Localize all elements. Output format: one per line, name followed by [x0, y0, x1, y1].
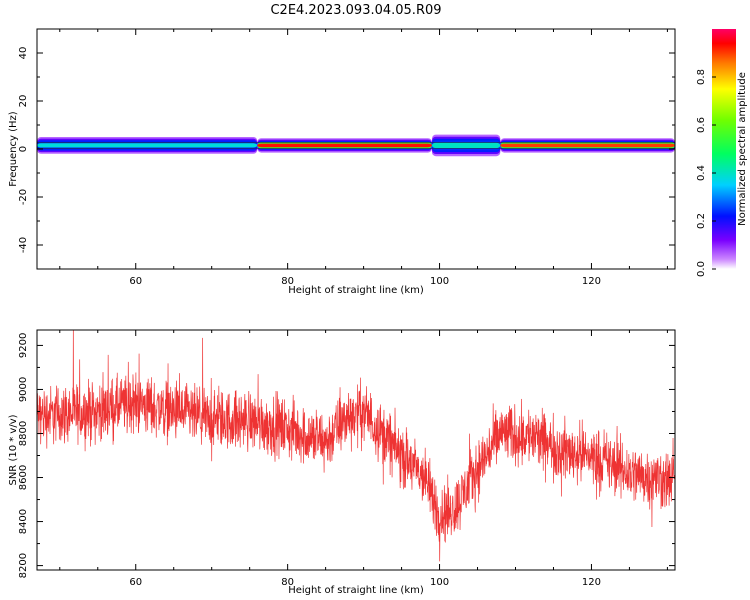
spectrogram-heatmap: [37, 134, 675, 157]
snr-x-label: Height of straight line (km): [288, 585, 424, 596]
snr-y-label: SNR (10 * v/v): [8, 414, 19, 485]
colorbar-ticks: 0.0 0.2 0.4 0.6 0.8: [696, 69, 716, 277]
heatmap-cell: [37, 143, 258, 148]
snr-y-ticks: 8200 8400 8600 8800 9000 9200: [18, 333, 675, 578]
x-tick-label: 60: [129, 276, 142, 287]
colorbar-tick-label: 0.6: [696, 117, 707, 133]
spectrogram-x-label: Height of straight line (km): [288, 285, 424, 296]
heatmap-cell: [500, 143, 675, 148]
snr-x-ticks: 60 80 100 120: [59, 330, 668, 588]
y-tick-label: -20: [18, 189, 29, 205]
heatmap-cell: [431, 142, 501, 149]
figure-title: C2E4.2023.093.04.05.R09: [270, 3, 441, 18]
x-tick-label: 60: [129, 577, 142, 588]
spectrogram-y-label: Frequency (Hz): [8, 111, 19, 187]
y-tick-label: 8200: [18, 553, 29, 578]
x-tick-label: 100: [430, 577, 449, 588]
x-tick-label: 120: [582, 577, 601, 588]
x-tick-label: 80: [281, 276, 294, 287]
y-tick-label: -40: [18, 237, 29, 253]
snr-panel: 60 80 100 120 8200 8400 8600 8800 9000 9200 Heig…: [8, 329, 676, 596]
y-tick-label: 8600: [18, 465, 29, 490]
colorbar-tick-label: 0.8: [696, 69, 707, 85]
colorbar-tick-label: 0.0: [696, 261, 707, 277]
y-tick-label: 8800: [18, 421, 29, 446]
colorbar-tick-label: 0.4: [696, 165, 707, 181]
y-tick-label: 0: [18, 146, 29, 152]
colorbar-tick-label: 0.2: [696, 213, 707, 229]
y-tick-label: 9200: [18, 333, 29, 358]
snr-frame: [36, 329, 676, 571]
snr-line: [37, 330, 675, 562]
spectrogram-x-ticks: 60 80 100 120: [59, 29, 668, 287]
x-tick-label: 80: [281, 577, 294, 588]
spectrogram-panel: 60 80 100 120 -40 -20 0 20 40 Height of straigh…: [8, 28, 676, 296]
x-tick-label: 100: [430, 276, 449, 287]
snr-series: [37, 330, 675, 562]
colorbar-gradient: [712, 29, 736, 269]
y-tick-label: 20: [18, 95, 29, 108]
heatmap-cell: [257, 143, 432, 148]
spectrogram-y-ticks: -40 -20 0 20 40: [18, 28, 675, 270]
y-tick-label: 9000: [18, 377, 29, 402]
colorbar: 0.0 0.2 0.4 0.6 0.8 Normalized spectral ampl…: [696, 29, 748, 277]
y-tick-label: 8400: [18, 509, 29, 534]
y-tick-label: 40: [18, 47, 29, 60]
colorbar-label: Normalized spectral amplitude: [737, 72, 748, 226]
x-tick-label: 120: [582, 276, 601, 287]
